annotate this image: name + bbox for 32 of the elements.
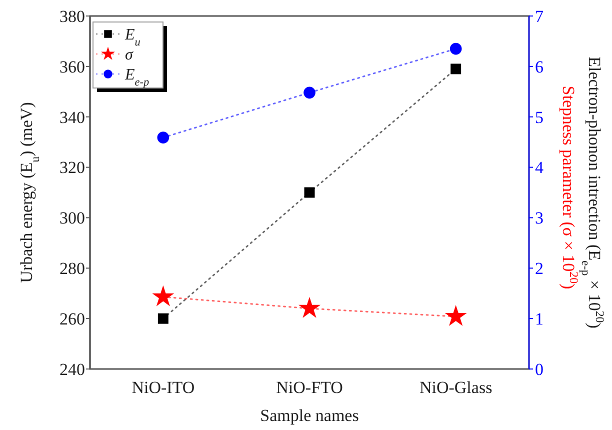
point <box>298 296 320 318</box>
point <box>304 187 315 198</box>
y2-tick-label: 2 <box>535 259 544 278</box>
y-tick-label: 340 <box>60 108 85 127</box>
x-tick-label: NiO-ITO <box>132 378 195 397</box>
y-tick-label: 280 <box>60 259 85 278</box>
point <box>152 285 174 306</box>
point <box>444 304 467 326</box>
y-tick-label: 300 <box>60 208 85 228</box>
x-tick-label: NiO-FTO <box>276 378 343 397</box>
point <box>304 86 316 99</box>
legend-label: E$_{e-p}$ <box>124 66 150 89</box>
y2-tick-label: 1 <box>535 310 544 329</box>
y-tick-label: 360 <box>60 57 85 76</box>
y-tick-label: 320 <box>60 158 85 178</box>
y-tick-label: 240 <box>60 360 85 379</box>
y-tick-label: 380 <box>60 6 85 26</box>
y2-tick-label: 4 <box>535 158 544 178</box>
y-tick-label: 260 <box>60 310 85 329</box>
y2-tick-label: 3 <box>535 208 544 228</box>
y2-tick-label: 7 <box>535 6 544 26</box>
point <box>157 132 170 144</box>
legend-label: σ <box>125 46 134 64</box>
point <box>450 64 462 74</box>
y2-tick-label: 5 <box>535 108 544 127</box>
y2-tick-label: 6 <box>535 57 544 76</box>
x-axis-title: Sample names <box>260 406 359 425</box>
legend-label: E$_{u}$ <box>124 26 141 49</box>
point <box>450 42 462 55</box>
x-tick-label: NiO-Glass <box>419 378 492 397</box>
y2-tick-label: 0 <box>535 360 544 379</box>
point <box>158 313 168 324</box>
